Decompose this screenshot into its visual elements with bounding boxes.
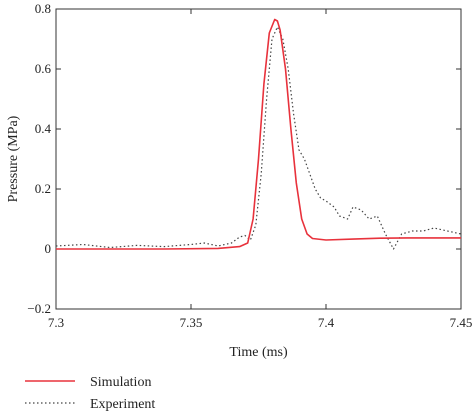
- x-tick-label: 7.3: [48, 315, 64, 330]
- legend-label-simulation: Simulation: [90, 375, 151, 390]
- series-layer: [56, 18, 461, 250]
- plot-border: [55, 8, 462, 310]
- x-tick-label: 7.4: [318, 315, 335, 330]
- y-tick-label: 0.8: [35, 1, 51, 16]
- y-tick-label: 0.2: [35, 181, 51, 196]
- plot-frame: [55, 8, 462, 310]
- axis-ticks: 7.3 7.35 7.4 7.45 −0.2 0 0.2 0.4 0.6 0.8: [27, 1, 472, 330]
- legend-label-experiment: Experiment: [90, 397, 155, 412]
- x-tick-label: 7.45: [450, 315, 473, 330]
- y-tick-label: 0: [45, 241, 52, 256]
- x-tick-label: 7.35: [180, 315, 203, 330]
- y-axis-label: Pressure (MPa): [6, 115, 21, 202]
- legend: Simulation Experiment: [25, 375, 155, 412]
- y-tick-label: 0.6: [35, 61, 52, 76]
- y-tick-label: 0.4: [35, 121, 52, 136]
- y-tick-label: −0.2: [27, 301, 51, 316]
- x-axis-label: Time (ms): [229, 345, 288, 360]
- series-line-simulation: [56, 18, 461, 250]
- series-line-experiment: [56, 26, 461, 250]
